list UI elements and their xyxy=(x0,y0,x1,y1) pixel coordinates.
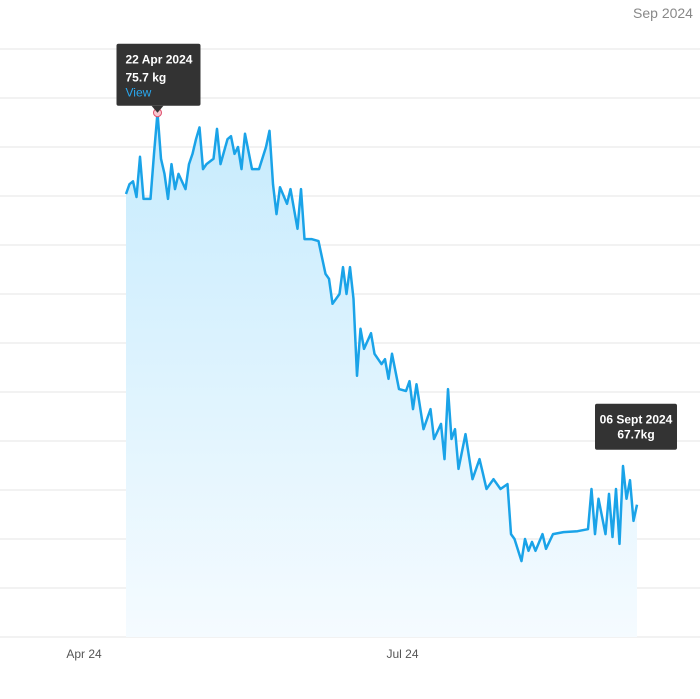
tooltip-date: 22 Apr 2024 xyxy=(126,53,193,67)
tooltip-value: 67.7kg xyxy=(617,428,654,442)
tooltip-arrow xyxy=(151,105,164,113)
area-fill xyxy=(126,112,637,637)
x-tick-label: Apr 24 xyxy=(66,647,102,661)
tooltip-box xyxy=(595,403,677,450)
tooltip-date: 06 Sept 2024 xyxy=(600,413,673,427)
tooltip-box xyxy=(116,43,201,106)
tooltip-value: 75.7 kg xyxy=(126,71,167,85)
tooltip-link[interactable]: View xyxy=(126,86,152,100)
period-label: Sep 2024 xyxy=(633,5,693,21)
x-tick-label: Jul 24 xyxy=(386,647,418,661)
weight-line xyxy=(124,111,639,563)
